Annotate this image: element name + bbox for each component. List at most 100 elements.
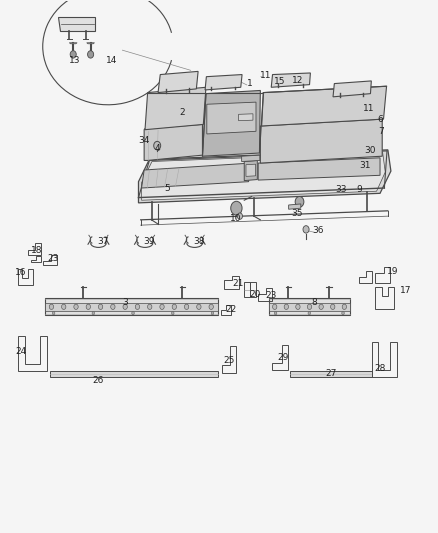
Polygon shape — [290, 372, 372, 377]
Text: 15: 15 — [274, 77, 286, 86]
Text: 35: 35 — [292, 209, 303, 218]
Text: 28: 28 — [374, 364, 386, 373]
Polygon shape — [239, 114, 253, 120]
Circle shape — [111, 304, 115, 310]
Polygon shape — [50, 372, 218, 377]
Text: 10: 10 — [230, 214, 241, 223]
Text: 36: 36 — [312, 226, 324, 235]
Circle shape — [237, 213, 243, 219]
Circle shape — [308, 312, 311, 315]
Circle shape — [342, 304, 346, 310]
Polygon shape — [271, 73, 311, 87]
Polygon shape — [69, 43, 77, 44]
Text: 8: 8 — [311, 298, 317, 307]
Polygon shape — [207, 102, 256, 134]
Circle shape — [307, 304, 312, 310]
Circle shape — [295, 197, 304, 207]
Text: 22: 22 — [226, 305, 237, 314]
Text: 23: 23 — [47, 254, 58, 263]
Polygon shape — [145, 87, 206, 130]
Text: 26: 26 — [93, 376, 104, 385]
Polygon shape — [333, 81, 371, 97]
Circle shape — [184, 304, 189, 310]
Text: 9: 9 — [357, 185, 363, 194]
Circle shape — [135, 304, 140, 310]
Circle shape — [99, 304, 103, 310]
Polygon shape — [289, 204, 301, 209]
Polygon shape — [242, 155, 260, 161]
Polygon shape — [158, 71, 198, 93]
Text: 20: 20 — [249, 289, 261, 298]
Text: 11: 11 — [364, 104, 375, 113]
Circle shape — [132, 312, 134, 315]
Circle shape — [74, 304, 78, 310]
Text: 1: 1 — [247, 79, 252, 88]
Circle shape — [331, 304, 335, 310]
Text: 13: 13 — [69, 56, 80, 65]
Circle shape — [231, 201, 242, 215]
Text: 30: 30 — [365, 147, 376, 156]
Text: 27: 27 — [325, 369, 337, 378]
Text: 34: 34 — [138, 136, 150, 145]
Text: 23: 23 — [265, 291, 277, 300]
Circle shape — [319, 304, 323, 310]
Text: 5: 5 — [164, 183, 170, 192]
Text: 29: 29 — [278, 353, 289, 362]
Text: 21: 21 — [232, 279, 244, 288]
Circle shape — [92, 312, 95, 315]
Text: 19: 19 — [387, 268, 399, 276]
Circle shape — [172, 304, 177, 310]
Polygon shape — [58, 17, 95, 30]
Polygon shape — [138, 150, 391, 203]
Circle shape — [52, 312, 55, 315]
Circle shape — [171, 312, 174, 315]
Circle shape — [342, 312, 344, 315]
Polygon shape — [261, 86, 387, 126]
Polygon shape — [202, 91, 260, 156]
Polygon shape — [260, 119, 382, 163]
Text: 11: 11 — [260, 71, 272, 80]
Circle shape — [303, 225, 309, 233]
Circle shape — [62, 304, 66, 310]
Text: 37: 37 — [97, 237, 109, 246]
Circle shape — [211, 312, 214, 315]
Text: 12: 12 — [292, 76, 303, 85]
Circle shape — [296, 304, 300, 310]
Polygon shape — [258, 158, 380, 180]
Polygon shape — [144, 124, 202, 160]
Text: 7: 7 — [378, 127, 384, 136]
Text: 4: 4 — [154, 144, 160, 153]
Text: 2: 2 — [179, 108, 185, 117]
Polygon shape — [45, 303, 218, 311]
Text: 31: 31 — [359, 161, 371, 170]
Circle shape — [209, 304, 213, 310]
Circle shape — [148, 304, 152, 310]
Text: 24: 24 — [15, 347, 27, 356]
Text: 38: 38 — [194, 237, 205, 246]
Circle shape — [284, 304, 289, 310]
Polygon shape — [141, 152, 385, 200]
Circle shape — [272, 304, 277, 310]
Circle shape — [123, 304, 127, 310]
Polygon shape — [141, 163, 251, 188]
Polygon shape — [45, 298, 218, 316]
Text: 33: 33 — [335, 185, 346, 194]
Circle shape — [70, 51, 76, 58]
Text: 39: 39 — [144, 237, 155, 246]
Text: 17: 17 — [399, 286, 411, 295]
Text: 14: 14 — [106, 56, 117, 65]
Circle shape — [197, 304, 201, 310]
Polygon shape — [269, 303, 350, 311]
Polygon shape — [87, 43, 95, 44]
Polygon shape — [244, 160, 257, 181]
Circle shape — [86, 304, 91, 310]
Text: 18: 18 — [32, 246, 43, 255]
Circle shape — [49, 304, 53, 310]
Polygon shape — [205, 75, 242, 90]
Circle shape — [160, 304, 164, 310]
Circle shape — [274, 312, 277, 315]
Text: 25: 25 — [223, 357, 235, 366]
Polygon shape — [246, 164, 255, 176]
Text: 6: 6 — [377, 115, 383, 124]
Circle shape — [154, 141, 161, 150]
